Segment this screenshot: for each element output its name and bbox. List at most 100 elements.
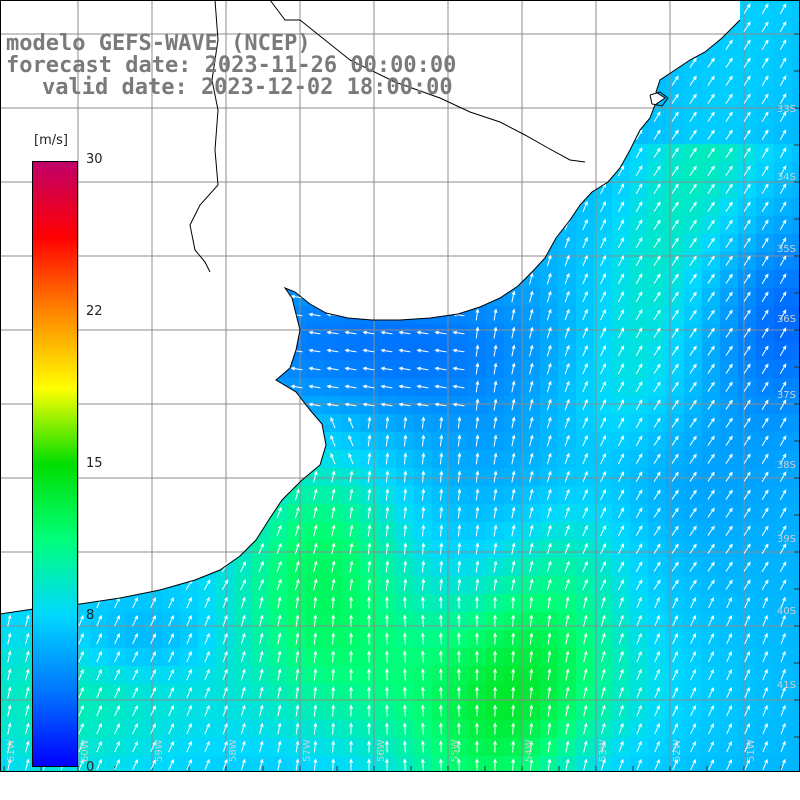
wind-arrow-head [421, 560, 426, 565]
wind-arrow-head [206, 704, 210, 710]
wind-arrow-head [547, 326, 552, 332]
wind-arrow [313, 651, 317, 663]
lat-lon-grid [0, 0, 800, 772]
wind-arrow-head [259, 740, 264, 746]
wind-arrow [348, 417, 354, 429]
wind-arrow-head [710, 327, 715, 332]
wind-arrow [367, 435, 371, 447]
wind-arrow-head [493, 470, 498, 476]
wind-arrow [295, 687, 299, 699]
wind-arrow-head [674, 93, 679, 98]
wind-arrow-head [656, 165, 661, 170]
wind-arrow-head [764, 561, 769, 566]
wind-arrow-head [456, 596, 461, 601]
wind-arrow [618, 651, 624, 663]
wind-arrow-head [349, 470, 354, 476]
wind-arrow-head [529, 326, 534, 332]
wind-arrow [313, 669, 317, 681]
wind-arrow [617, 381, 625, 393]
wind-arrow [457, 453, 461, 465]
wind-arrow-head [782, 129, 787, 134]
wind-arrow [313, 687, 317, 699]
wind-arrow-head [782, 489, 787, 494]
wind-arrow-head [134, 741, 138, 746]
wind-arrow-head [277, 614, 282, 620]
wind-arrow-head [602, 579, 606, 584]
wind-arrow [276, 525, 282, 537]
wind-arrow [744, 633, 750, 645]
wind-arrow-head [746, 255, 751, 260]
wind-arrow-head [511, 578, 516, 584]
wind-arrow-head [764, 237, 769, 242]
wind-arrow [565, 633, 569, 645]
wind-arrow-head [344, 402, 350, 407]
wind-arrow-head [710, 561, 715, 566]
wind-arrow [564, 579, 570, 591]
wind-arrow [653, 184, 661, 194]
wind-arrow-head [152, 687, 156, 692]
wind-arrow-head [385, 506, 390, 512]
wind-arrow-head [420, 758, 425, 763]
wind-arrow-head [452, 348, 458, 353]
wind-arrow [779, 417, 787, 429]
wind-arrow [582, 453, 588, 465]
wind-arrow [564, 381, 570, 393]
wind-arrow-head [638, 417, 643, 422]
wind-arrow-head [511, 452, 516, 458]
wind-arrow [672, 723, 678, 735]
wind-arrow-head [602, 201, 606, 206]
wind-arrow [725, 76, 733, 86]
wind-arrow-head [728, 363, 733, 368]
wind-arrow-head [602, 453, 606, 458]
wind-arrow-head [620, 183, 625, 188]
wind-arrow-head [746, 399, 751, 404]
wind-arrow [725, 238, 733, 248]
wind-arrow-head [98, 740, 102, 746]
wind-arrow [689, 58, 697, 68]
wind-arrow-head [584, 434, 588, 440]
wind-arrow-head [295, 722, 300, 728]
wind-arrow [725, 256, 733, 266]
wind-arrow-head [710, 489, 715, 494]
wind-arrow-head [656, 614, 660, 620]
wind-arrow-head [728, 453, 733, 458]
colorbar-unit: [m/s] [34, 133, 68, 148]
wind-arrow [725, 274, 733, 284]
wind-arrow [779, 201, 787, 213]
wind-arrow-head [547, 560, 552, 566]
longitude-label: 54W [524, 739, 535, 762]
wind-arrow-head [457, 560, 462, 566]
wind-arrow [690, 669, 696, 681]
wind-arrow-head [710, 129, 715, 134]
wind-arrow-head [746, 219, 751, 224]
wind-arrow-head [638, 363, 643, 368]
wind-arrow-head [656, 237, 661, 242]
wind-arrow [440, 651, 442, 663]
wind-cell [792, 666, 800, 684]
wind-arrow-head [384, 650, 389, 655]
wind-arrow [582, 327, 588, 339]
wind-arrow-head [384, 758, 389, 763]
wind-cell [792, 558, 800, 576]
wind-arrow [726, 741, 732, 753]
wind-arrow-head [584, 362, 588, 368]
wind-arrow-head [728, 129, 733, 134]
wind-arrow [529, 363, 533, 375]
wind-arrow-head [348, 416, 352, 422]
wind-arrow-head [416, 366, 422, 371]
wind-arrow [761, 4, 769, 14]
wind-arrow [546, 579, 552, 591]
wind-arrow-head [746, 291, 751, 296]
wind-arrow-head [402, 686, 407, 691]
wind-arrow [367, 561, 371, 573]
latitude-label: 35S [777, 244, 796, 255]
wind-arrow [294, 579, 300, 591]
wind-arrow-head [674, 183, 679, 188]
wind-arrow-head [403, 578, 408, 583]
wind-arrow-head [313, 650, 318, 656]
wind-arrow-head [674, 399, 679, 404]
wind-arrow-head [98, 758, 102, 764]
longitude-label: 57W [302, 739, 313, 762]
wind-arrow [617, 507, 625, 519]
wind-arrow [725, 364, 733, 374]
